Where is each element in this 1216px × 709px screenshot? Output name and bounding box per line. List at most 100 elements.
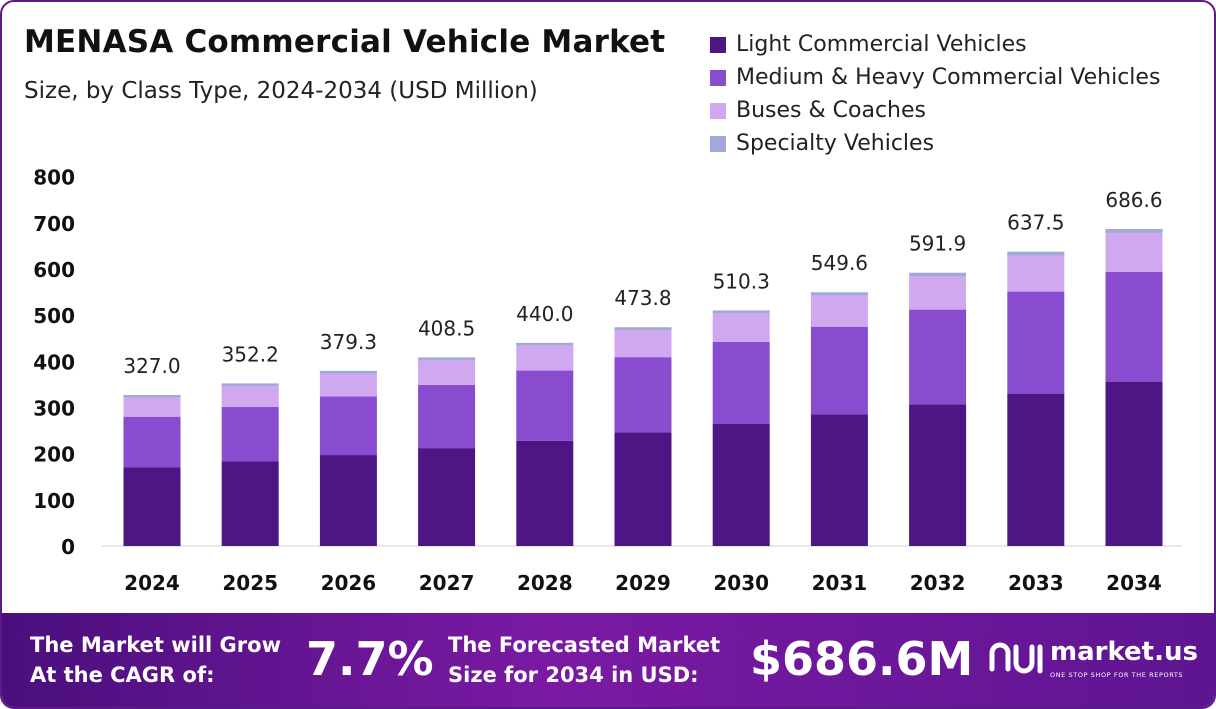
x-tick-label: 2024 xyxy=(124,571,180,595)
total-data-label: 686.6 xyxy=(1105,188,1162,212)
x-tick-label: 2025 xyxy=(222,571,278,595)
cagr-label-line1: The Market will Grow xyxy=(30,633,281,657)
x-tick-label: 2031 xyxy=(812,571,868,595)
y-tick-label: 600 xyxy=(33,258,75,282)
brand-logo: market.us ONE STOP SHOP FOR THE REPORTS xyxy=(988,635,1208,685)
bar-segment-light-commercial xyxy=(516,440,574,546)
x-tick-label: 2034 xyxy=(1106,571,1162,595)
bar-chart: 0 100 200 300 400 500 600 700 800 327.0 2024 352.2 2… xyxy=(33,166,1182,595)
legend-swatch xyxy=(710,135,726,152)
total-data-label: 591.9 xyxy=(909,232,966,256)
bar-segment-medium-heavy xyxy=(418,384,476,449)
total-data-label: 637.5 xyxy=(1007,211,1064,235)
total-data-label: 327.0 xyxy=(123,354,180,378)
bar-segment-light-commercial xyxy=(810,414,868,546)
brand-name: market.us xyxy=(1050,637,1198,667)
legend-swatch xyxy=(710,36,726,53)
bar-segment-light-commercial xyxy=(418,448,476,546)
legend-item-buses-coaches: Buses & Coaches xyxy=(710,94,1160,127)
bar-segment-buses-coaches xyxy=(319,373,377,397)
bar-segment-light-commercial xyxy=(614,432,672,546)
y-tick-label: 100 xyxy=(33,489,75,513)
forecast-label-line2: Size for 2034 in USD: xyxy=(448,663,699,687)
bar-segment-light-commercial xyxy=(221,461,279,546)
total-data-label: 352.2 xyxy=(222,342,279,366)
bar-segment-buses-coaches xyxy=(1105,232,1163,272)
total-data-label: 440.0 xyxy=(516,302,573,326)
bar-segment-medium-heavy xyxy=(1007,291,1065,394)
bar-segment-specialty xyxy=(319,370,377,374)
y-tick-label: 0 xyxy=(61,535,75,559)
bar-segment-specialty xyxy=(712,310,770,314)
x-tick-label: 2032 xyxy=(910,571,966,595)
bar-segment-medium-heavy xyxy=(810,326,868,415)
bar-segment-specialty xyxy=(221,383,279,387)
brand-tagline: ONE STOP SHOP FOR THE REPORTS xyxy=(1050,671,1184,679)
cagr-label: The Market will Grow At the CAGR of: xyxy=(30,630,281,690)
bar-segment-medium-heavy xyxy=(614,357,672,433)
bar-segment-specialty xyxy=(810,292,868,296)
bar-segment-light-commercial xyxy=(909,404,967,546)
bar-segment-specialty xyxy=(418,357,476,361)
cagr-value: 7.7% xyxy=(306,632,434,686)
x-tick-label: 2027 xyxy=(419,571,475,595)
total-data-label: 549.6 xyxy=(811,251,868,275)
forecast-label: The Forecasted Market Size for 2034 in U… xyxy=(448,630,720,690)
legend-swatch xyxy=(710,102,726,119)
bar-segment-medium-heavy xyxy=(909,309,967,405)
y-tick-label: 300 xyxy=(33,396,75,420)
y-tick-label: 400 xyxy=(33,350,75,374)
bar-segment-light-commercial xyxy=(1105,381,1163,546)
bar-segment-buses-coaches xyxy=(1007,255,1065,292)
legend-item-specialty: Specialty Vehicles xyxy=(710,127,1160,160)
cagr-label-line2: At the CAGR of: xyxy=(30,663,215,687)
total-data-label: 408.5 xyxy=(418,316,475,340)
market-us-logo-icon xyxy=(989,642,1043,674)
bar-segment-medium-heavy xyxy=(221,407,279,462)
bar-segment-light-commercial xyxy=(123,467,181,546)
legend-label: Medium & Heavy Commercial Vehicles xyxy=(736,65,1161,90)
bar-segment-buses-coaches xyxy=(418,360,476,385)
bar-segment-light-commercial xyxy=(712,423,770,546)
y-tick-label: 700 xyxy=(33,212,75,236)
y-tick-label: 200 xyxy=(33,443,75,467)
y-tick-label: 500 xyxy=(33,304,75,328)
bar-segment-buses-coaches xyxy=(123,397,181,417)
footer-banner: The Market will Grow At the CAGR of: 7.7… xyxy=(2,613,1214,707)
bar-segment-light-commercial xyxy=(1007,393,1065,546)
y-tick-label: 800 xyxy=(33,166,75,190)
bar-segment-buses-coaches xyxy=(516,345,574,371)
x-tick-label: 2033 xyxy=(1008,571,1064,595)
legend: Light Commercial Vehicles Medium & Heavy… xyxy=(710,28,1160,160)
total-data-label: 379.3 xyxy=(320,330,377,354)
bar-segment-specialty xyxy=(123,395,181,398)
bar-segment-buses-coaches xyxy=(614,330,672,358)
bar-segment-medium-heavy xyxy=(516,370,574,441)
legend-label: Buses & Coaches xyxy=(736,98,926,123)
chart-subtitle: Size, by Class Type, 2024-2034 (USD Mill… xyxy=(24,78,538,104)
bar-segment-light-commercial xyxy=(319,455,377,546)
bar-segment-specialty xyxy=(1105,228,1163,233)
forecast-value: $686.6M xyxy=(750,632,974,686)
bar-segment-specialty xyxy=(1007,251,1065,256)
bar-segment-buses-coaches xyxy=(712,313,770,342)
legend-label: Light Commercial Vehicles xyxy=(736,32,1027,57)
bar-segment-specialty xyxy=(614,327,672,331)
total-data-label: 510.3 xyxy=(713,269,770,293)
legend-label: Specialty Vehicles xyxy=(736,131,935,156)
bar-segment-medium-heavy xyxy=(123,416,181,468)
x-tick-label: 2028 xyxy=(517,571,573,595)
bar-segment-buses-coaches xyxy=(909,276,967,310)
legend-item-light-commercial: Light Commercial Vehicles xyxy=(710,28,1160,61)
legend-swatch xyxy=(710,69,726,86)
x-tick-label: 2026 xyxy=(321,571,377,595)
total-data-label: 473.8 xyxy=(614,286,671,310)
x-tick-label: 2029 xyxy=(615,571,671,595)
bar-segment-specialty xyxy=(516,342,574,346)
forecast-label-line1: The Forecasted Market xyxy=(448,633,721,657)
bar-segment-medium-heavy xyxy=(1105,271,1163,382)
bar-segment-buses-coaches xyxy=(810,295,868,327)
legend-item-medium-heavy: Medium & Heavy Commercial Vehicles xyxy=(710,61,1160,94)
x-tick-label: 2030 xyxy=(713,571,769,595)
